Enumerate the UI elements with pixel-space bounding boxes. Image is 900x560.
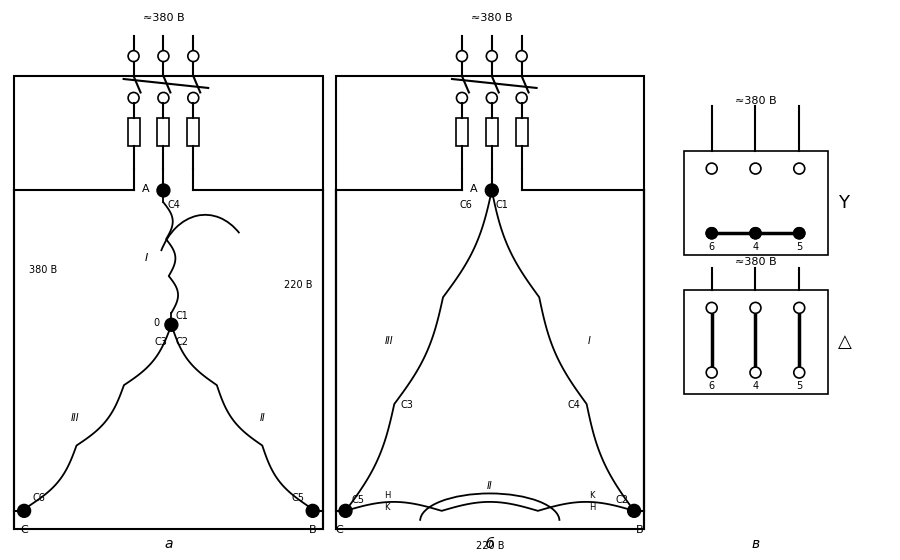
Bar	[684, 151, 828, 255]
Text: ≈380 В: ≈380 В	[735, 96, 777, 106]
Text: C5: C5	[292, 493, 305, 503]
Circle shape	[627, 505, 641, 517]
Text: K: K	[384, 503, 390, 512]
Text: 5: 5	[796, 242, 803, 252]
Bar	[14, 76, 322, 529]
Circle shape	[794, 228, 805, 239]
Circle shape	[158, 50, 169, 62]
Text: Y: Y	[838, 194, 849, 212]
Circle shape	[706, 367, 717, 378]
Text: III: III	[71, 413, 80, 423]
Bar	[158, 118, 169, 146]
Circle shape	[750, 163, 760, 174]
Text: C3: C3	[400, 400, 414, 410]
Text: 6: 6	[708, 242, 715, 252]
Text: 2: 2	[752, 303, 759, 313]
Text: 220 В: 220 В	[475, 541, 504, 550]
Circle shape	[157, 184, 170, 197]
Bar	[684, 290, 828, 394]
Circle shape	[750, 228, 760, 239]
Circle shape	[306, 505, 319, 517]
Circle shape	[794, 367, 805, 378]
Bar	[456, 118, 468, 146]
Text: 4: 4	[752, 242, 759, 252]
Circle shape	[517, 50, 527, 62]
Text: B: B	[309, 525, 317, 535]
Text: C4: C4	[167, 200, 180, 211]
Text: 4: 4	[752, 381, 759, 391]
Text: 0: 0	[153, 318, 159, 328]
Circle shape	[456, 92, 467, 104]
Text: ≈380 В: ≈380 В	[735, 257, 777, 267]
Bar	[486, 118, 498, 146]
Bar	[336, 76, 644, 529]
Text: 380 В: 380 В	[29, 265, 58, 275]
Circle shape	[165, 318, 178, 332]
Circle shape	[750, 228, 760, 239]
Circle shape	[750, 302, 760, 314]
Bar	[516, 118, 527, 146]
Text: C5: C5	[352, 495, 365, 505]
Text: II: II	[487, 481, 492, 491]
Text: 220 В: 220 В	[284, 280, 312, 290]
Text: C: C	[20, 525, 28, 535]
Circle shape	[750, 367, 760, 378]
Circle shape	[158, 92, 169, 104]
Circle shape	[339, 505, 352, 517]
Bar	[128, 118, 140, 146]
Text: B: B	[636, 525, 644, 535]
Circle shape	[486, 50, 498, 62]
Text: C: C	[336, 525, 344, 535]
Text: ≈380 В: ≈380 В	[142, 13, 184, 24]
Text: C2: C2	[176, 337, 188, 347]
Text: C4: C4	[568, 400, 580, 410]
Text: 3: 3	[796, 303, 802, 313]
Text: H: H	[590, 503, 596, 512]
Text: △: △	[838, 333, 852, 351]
Text: K: K	[590, 492, 595, 501]
Text: 1: 1	[708, 164, 715, 174]
Text: а: а	[164, 536, 173, 550]
Text: C1: C1	[496, 200, 508, 211]
Circle shape	[706, 228, 717, 239]
Circle shape	[794, 163, 805, 174]
Text: C3: C3	[155, 337, 167, 347]
Text: A: A	[470, 184, 478, 194]
Text: в: в	[752, 536, 760, 550]
Text: 3: 3	[796, 164, 802, 174]
Text: 6: 6	[708, 381, 715, 391]
Circle shape	[485, 184, 499, 197]
Circle shape	[188, 50, 199, 62]
Text: C6: C6	[32, 493, 45, 503]
Text: III: III	[385, 335, 394, 346]
Circle shape	[188, 92, 199, 104]
Text: ≈380 В: ≈380 В	[471, 13, 513, 24]
Text: 1: 1	[708, 303, 715, 313]
Circle shape	[486, 92, 498, 104]
Circle shape	[706, 163, 717, 174]
Text: 2: 2	[752, 164, 759, 174]
Text: C6: C6	[459, 200, 472, 211]
Bar	[187, 118, 199, 146]
Text: I: I	[144, 253, 148, 263]
Text: C1: C1	[176, 311, 188, 321]
Text: A: A	[142, 184, 149, 194]
Text: C2: C2	[615, 495, 628, 505]
Circle shape	[128, 92, 140, 104]
Text: I: I	[588, 335, 590, 346]
Circle shape	[18, 505, 31, 517]
Circle shape	[128, 50, 140, 62]
Circle shape	[794, 228, 805, 239]
Text: II: II	[260, 413, 265, 423]
Text: 5: 5	[796, 381, 803, 391]
Circle shape	[706, 302, 717, 314]
Circle shape	[517, 92, 527, 104]
Circle shape	[794, 302, 805, 314]
Circle shape	[706, 228, 717, 239]
Text: H: H	[384, 492, 391, 501]
Text: б: б	[486, 536, 494, 550]
Circle shape	[456, 50, 467, 62]
